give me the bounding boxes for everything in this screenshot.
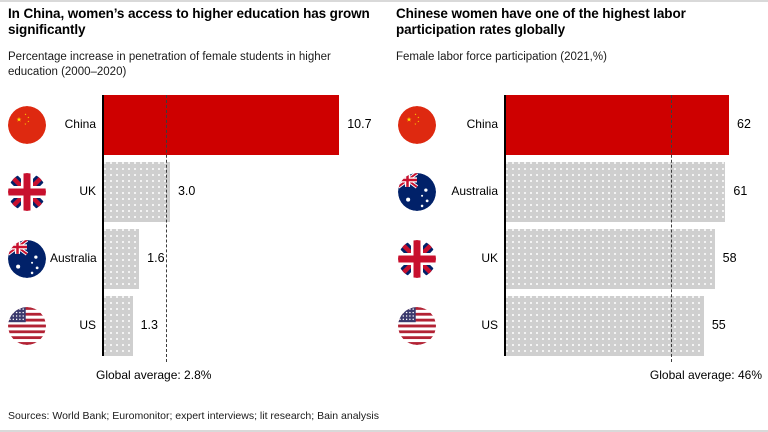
- us-flag-icon: [398, 307, 436, 345]
- uk-flag-icon: [398, 240, 436, 278]
- bar-value-label: 55: [711, 318, 726, 332]
- bar-value-label: 10.7: [347, 117, 372, 131]
- bar: [104, 296, 133, 356]
- category-label: US: [79, 318, 96, 332]
- chart-right: China 62 Australia 61 UK 58 US 55 Global average…: [384, 88, 768, 388]
- chart-bar-row: Australia 1.6: [0, 229, 384, 289]
- sources-note: Sources: World Bank; Euromonitor; expert…: [8, 410, 379, 422]
- chart-bar-row: UK 3.0: [0, 162, 384, 222]
- chart-bar-row: Australia 61: [384, 162, 768, 222]
- category-label: China: [64, 117, 96, 131]
- top-divider: [0, 0, 768, 2]
- bar-value-label: 58: [722, 251, 737, 265]
- global-average-line: [165, 95, 167, 362]
- chart-left: China 10.7 UK 3.0 Australia 1.6 US 1.3 Global av…: [0, 88, 384, 388]
- chart-bar-row: US 55: [384, 296, 768, 356]
- china-flag-icon: [398, 106, 436, 144]
- panel-right: Chinese women have one of the highest la…: [384, 0, 768, 400]
- chart-axis-line: [504, 95, 506, 356]
- bar: [104, 95, 340, 155]
- bar-value-label: 1.3: [140, 318, 158, 332]
- panel-right-title: Chinese women have one of the highest la…: [396, 6, 686, 37]
- category-label: US: [481, 318, 498, 332]
- bar-value-label: 61: [733, 184, 748, 198]
- global-average-line: [671, 95, 673, 362]
- bottom-divider: [0, 430, 768, 432]
- china-flag-icon: [8, 106, 46, 144]
- panel-left-title: In China, women’s access to higher educa…: [8, 6, 370, 37]
- bar: [506, 95, 729, 155]
- bar-value-label: 1.6: [147, 251, 165, 265]
- chart-bar-row: UK 58: [384, 229, 768, 289]
- australia-flag-icon: [8, 240, 46, 278]
- panel-right-subtitle: Female labor force participation (2021,%…: [396, 51, 607, 63]
- bar: [104, 229, 140, 289]
- us-flag-icon: [8, 307, 46, 345]
- chart-bar-row: China 62: [384, 95, 768, 155]
- bar-value-label: 62: [737, 117, 751, 131]
- australia-flag-icon: [398, 173, 436, 211]
- bar-value-label: 3.0: [177, 184, 196, 198]
- category-label: Australia: [50, 251, 97, 265]
- category-label: China: [466, 117, 498, 131]
- bar: [506, 296, 704, 356]
- uk-flag-icon: [8, 173, 46, 211]
- global-average-caption: Global average: 46%: [649, 368, 762, 382]
- bar: [104, 162, 170, 222]
- category-label: UK: [79, 184, 96, 198]
- category-label: UK: [481, 251, 498, 265]
- panel-left: In China, women’s access to higher educa…: [0, 0, 384, 400]
- chart-bar-row: China 10.7: [0, 95, 384, 155]
- global-average-caption: Global average: 2.8%: [96, 368, 212, 382]
- chart-axis-line: [102, 95, 104, 356]
- category-label: Australia: [451, 184, 498, 198]
- panel-left-subtitle: Percentage increase in penetration of fe…: [8, 51, 331, 78]
- chart-bar-row: US 1.3: [0, 296, 384, 356]
- bar: [506, 162, 726, 222]
- bar: [506, 229, 715, 289]
